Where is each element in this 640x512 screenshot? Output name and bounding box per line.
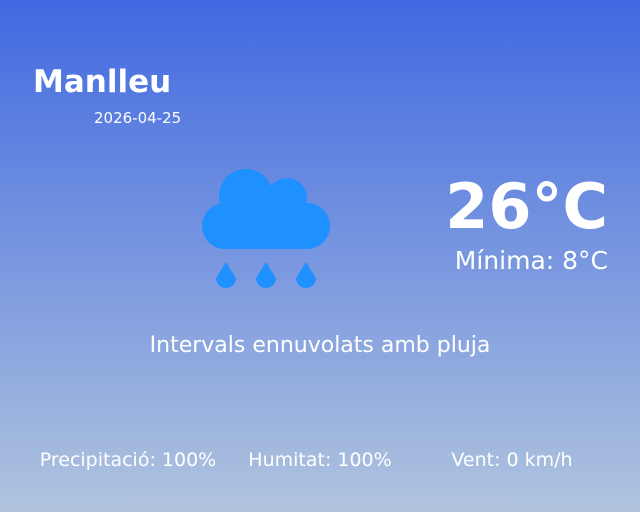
wind: Vent: 0 km/h <box>451 449 573 471</box>
city-name: Manlleu <box>33 64 172 100</box>
weather-description: Intervals ennuvolats amb pluja <box>149 333 491 358</box>
minimum-temperature: Mínima: 8°C <box>454 246 608 275</box>
precipitation: Precipitació: 100% <box>39 449 217 471</box>
date: 2026-04-25 <box>94 109 182 127</box>
cloud-rain-icon <box>202 169 330 288</box>
humidity: Humitat: 100% <box>248 449 392 471</box>
temperature: 26°C <box>445 170 608 243</box>
